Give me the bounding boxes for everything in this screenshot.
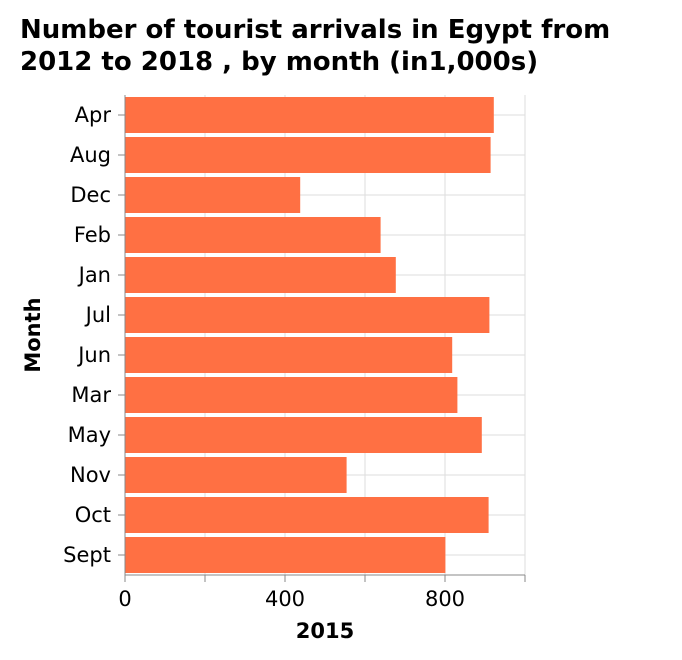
bar-jun: [125, 337, 453, 373]
x-tick-label: 0: [118, 587, 131, 611]
bar-sept: [125, 537, 446, 573]
y-tick-label: Mar: [71, 383, 111, 407]
bar-mar: [125, 377, 458, 413]
x-tick-label: 800: [425, 587, 465, 611]
chart-title-line-1: Number of tourist arrivals in Egypt from: [20, 15, 611, 45]
bar-apr: [125, 97, 494, 133]
y-tick-label: Jan: [77, 263, 111, 287]
bar-dec: [125, 177, 301, 213]
chart-title-line-2: 2012 to 2018 , by month (in1,000s): [20, 47, 539, 77]
bar-oct: [125, 497, 489, 533]
y-tick-label: Apr: [75, 103, 112, 127]
y-tick-label: Nov: [70, 463, 111, 487]
bar-jul: [125, 297, 490, 333]
chart-title: Number of tourist arrivals in Egypt from…: [20, 14, 670, 78]
x-axis-ticks: 0 400 800: [118, 575, 526, 611]
y-tick-label: Jul: [84, 303, 111, 327]
bar-nov: [125, 457, 347, 493]
bar-feb: [125, 217, 381, 253]
x-tick-label: 400: [265, 587, 305, 611]
x-axis-title: 2015: [296, 619, 354, 643]
y-tick-label: Jun: [76, 343, 111, 367]
y-tick-label: May: [68, 423, 111, 447]
y-axis-title: Month: [21, 297, 45, 372]
y-tick-label: Sept: [63, 543, 111, 567]
y-axis-ticks: Apr Aug Dec Feb Jan Jul Jun Mar May Nov Oct Sept: [63, 103, 125, 567]
y-tick-label: Dec: [70, 183, 111, 207]
axes: [124, 95, 525, 576]
bar-may: [125, 417, 482, 453]
bar-aug: [125, 137, 491, 173]
y-tick-label: Oct: [75, 503, 111, 527]
y-tick-label: Feb: [74, 223, 111, 247]
y-tick-label: Aug: [70, 143, 111, 167]
bar-jan: [125, 257, 396, 293]
bars: [125, 97, 494, 573]
